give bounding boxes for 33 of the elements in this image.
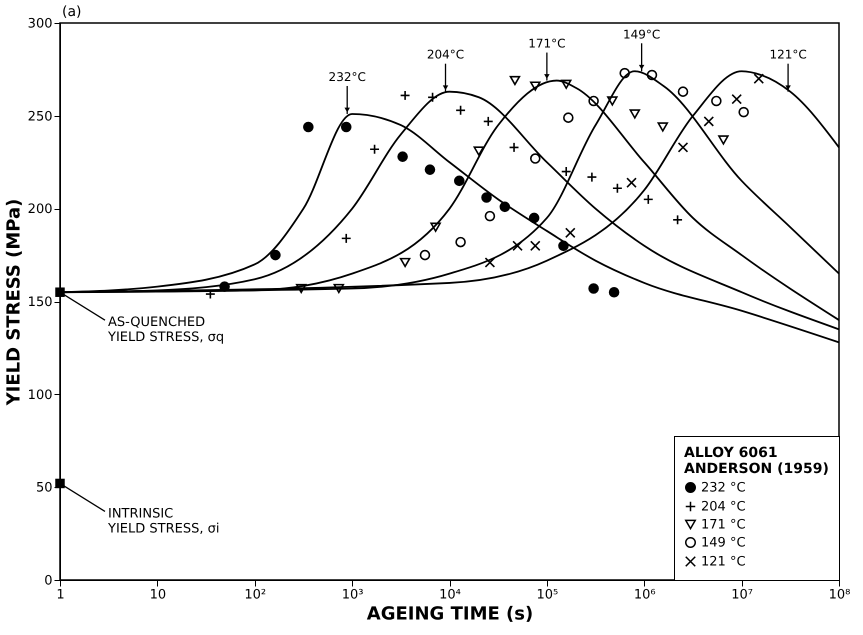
y-tick-label: 200 [28,202,52,218]
x-tick-label: 1 [56,588,65,602]
legend-label: 204 °C [701,500,746,514]
y-axis-title: YIELD STRESS (MPa) [4,198,25,406]
annotation: 149°C [622,27,660,42]
x-tick-label: 10⁴ [439,588,461,602]
x-tick-label: 10 [150,588,166,602]
x-tick-label: 10⁶ [634,588,656,602]
y-tick-label: 100 [28,388,52,403]
y-tick-label: 150 [28,295,52,310]
annotation: 232°C [328,70,366,84]
x-tick-label: 10² [244,588,266,602]
legend-label: 121 °C [701,554,746,570]
x-tick-label: 10⁸ [828,588,850,602]
annotation: ANDERSON (1959) [684,461,829,477]
x-axis-title: AGEING TIME (s) [366,604,534,624]
y-tick-label: 0 [44,574,52,588]
legend-label: 171 °C [701,518,746,532]
x-tick-label: 10⁵ [536,588,558,602]
text: (a) [62,4,82,20]
annotation: INTRINSIC YIELD STRESS, σi [107,506,220,536]
annotation: 171°C [528,36,566,51]
legend-label: 149 °C [701,536,746,550]
annotation: 204°C [426,48,464,62]
annotation: AS-QUENCHED YIELD STRESS, σq [107,315,224,346]
annotation: 121°C [769,48,807,62]
y-tick-label: 300 [28,16,52,32]
x-tick-label: 10⁷ [731,588,754,602]
y-tick-label: 50 [36,480,52,496]
legend-title: ALLOY 6061 [684,445,778,461]
legend-label: 232 °C [701,480,746,496]
y-tick-label: 250 [28,109,52,124]
x-tick-label: 10³ [342,588,364,602]
